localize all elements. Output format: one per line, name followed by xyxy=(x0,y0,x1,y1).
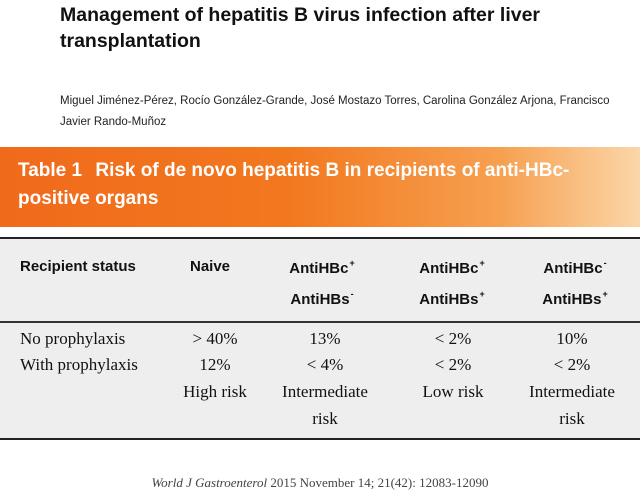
table-cell: 13% xyxy=(309,329,341,348)
journal-name: World J Gastroenterol xyxy=(151,475,268,490)
risk-col5-line1: Intermediate xyxy=(529,382,615,401)
risk-col4: Low risk xyxy=(422,382,484,401)
citation-info: 2015 November 14; 21(42): 12083-12090 xyxy=(270,475,489,490)
paper-authors: Miguel Jiménez-Pérez, Rocío González-Gra… xyxy=(60,95,610,128)
table-header-rule xyxy=(0,321,640,323)
table-cell: > 40% xyxy=(192,329,238,348)
table-caption-bar: Table 1 Risk of de novo hepatitis B in r… xyxy=(0,147,640,227)
header-naive: Naive xyxy=(190,258,231,275)
table-cell: < 2% xyxy=(553,355,591,374)
table-top-rule xyxy=(0,237,640,239)
table-cell: < 4% xyxy=(306,355,344,374)
table-cell: 10% xyxy=(556,329,588,348)
header-col5-line1: AntiHBc- xyxy=(543,258,607,277)
header-col3-line2: AntiHBs- xyxy=(290,289,354,308)
header-col4-line1: AntiHBc+ xyxy=(419,258,485,277)
table-caption-text: Risk of de novo hepatitis B in recipient… xyxy=(18,160,570,209)
risk-naive: High risk xyxy=(183,382,247,401)
header-col3-line1: AntiHBc+ xyxy=(289,258,355,277)
table-caption: Table 1 Risk of de novo hepatitis B in r… xyxy=(18,157,633,213)
header-col4-line2: AntiHBs+ xyxy=(419,289,485,308)
table-cell: < 2% xyxy=(434,355,472,374)
risk-col3-line2: risk xyxy=(312,409,338,428)
risk-col3-line1: Intermediate xyxy=(282,382,368,401)
table-cell: 12% xyxy=(199,355,231,374)
page-footer: World J Gastroenterol 2015 November 14; … xyxy=(0,475,640,491)
header-recipient-status: Recipient status xyxy=(20,258,136,275)
data-table: Recipient status Naive AntiHBc+ AntiHBs-… xyxy=(0,237,640,440)
header-col5-line2: AntiHBs+ xyxy=(542,289,608,308)
table-bottom-rule xyxy=(0,438,640,440)
table-cell: < 2% xyxy=(434,329,472,348)
paper-title: Management of hepatitis B virus infectio… xyxy=(60,4,541,52)
row-label: No prophylaxis xyxy=(20,329,126,348)
risk-col5-line2: risk xyxy=(559,409,585,428)
table-number: Table 1 xyxy=(18,160,83,181)
row-label: With prophylaxis xyxy=(20,355,138,374)
